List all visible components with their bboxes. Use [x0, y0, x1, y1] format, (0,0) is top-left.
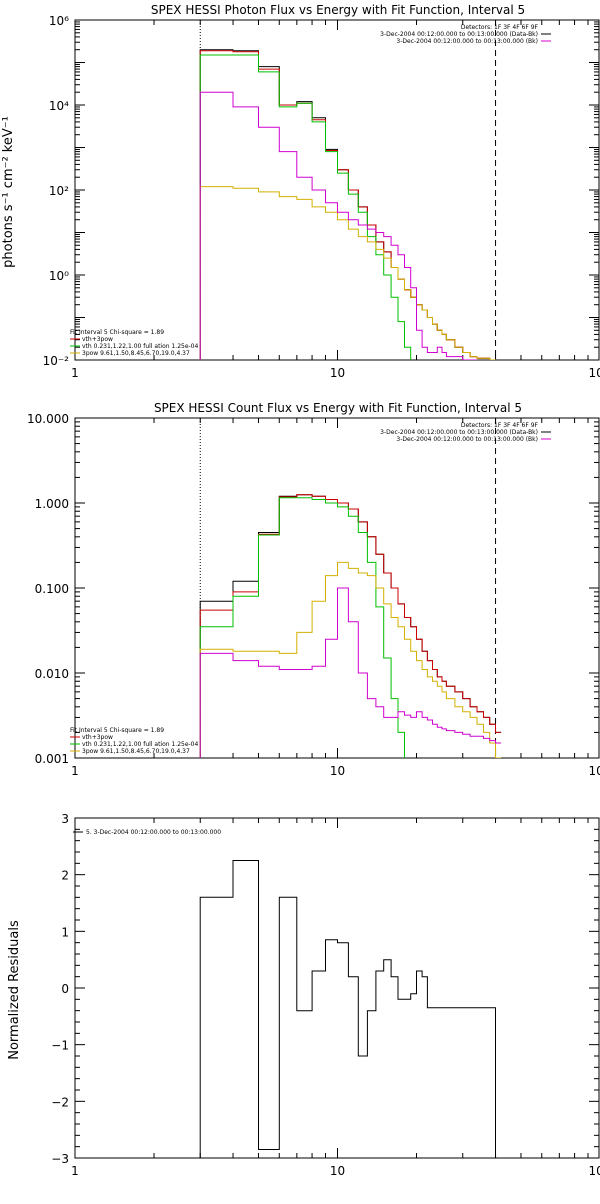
- panel2-series-2: [199, 494, 502, 758]
- panel2-fit-line-2: vth 0.231,1.22,1.00 full ation 1.25e-04: [82, 741, 198, 748]
- panel3-ytick-label: −2: [51, 1095, 69, 1109]
- panel3-series-1: [199, 860, 496, 1158]
- panel2-series-3: [199, 497, 405, 758]
- panel3-legend-text: 5. 3-Dec-2004 00:12:00.000 to 00:13:00.0…: [86, 829, 221, 836]
- panel3-ytick-label: 0: [61, 982, 69, 996]
- panel1-ytick-label: 10²: [49, 184, 69, 198]
- panel1-title: SPEX HESSI Photon Flux vs Energy with Fi…: [151, 3, 525, 17]
- panel2-series-5: [199, 587, 502, 758]
- panel1-info-line-1: 3-Dec-2004 00:12:00.000 to 00:13:00.000 …: [380, 31, 538, 38]
- panel1-series-3: [199, 54, 412, 360]
- panel3-ytick-label: 1: [61, 925, 69, 939]
- panel2-series-1: [199, 494, 502, 758]
- panel3-xtick-label: 1: [71, 1164, 79, 1178]
- panel2-info-line-2: 3-Dec-2004 00:12:00.000 to 00:13:00.000 …: [396, 436, 538, 443]
- panel1-fit-line-2: vth 0.231,1.22,1.00 full ation 1.25e-04: [82, 343, 198, 350]
- panel2-xtick-label: 1: [71, 764, 79, 778]
- panel1-fit-line-1: vth+3pow: [82, 336, 113, 343]
- panel1-xtick-label: 1: [71, 366, 79, 380]
- panel3-xtick-label: 100: [589, 1164, 600, 1178]
- panel2-info-header: Detectors: 1F 3F 4F 6F 9F: [461, 422, 539, 429]
- panel2-info-line-1: 3-Dec-2004 00:12:00.000 to 00:13:00.000 …: [380, 429, 538, 436]
- panel2-fit-header: Fit Interval 5 Chi-square = 1.89: [70, 727, 164, 734]
- panel2-xtick-label: 100: [589, 764, 600, 778]
- panel1-ytick-label: 10⁰: [49, 269, 69, 283]
- panel3-ytick-label: −3: [51, 1152, 69, 1166]
- panel2-ytick-label: 0.001: [35, 752, 69, 766]
- panel2-series-4: [199, 561, 502, 758]
- panel2-xtick-label: 10: [330, 764, 345, 778]
- panel1-xtick-label: 100: [589, 366, 600, 380]
- panel1-ytick-label: 10⁶: [49, 14, 69, 28]
- panel1-ylabel: photons s⁻¹ cm⁻² keV⁻¹: [1, 116, 16, 268]
- panel2-fit-line-3: 3pow 9.61,1.50,8.45,6.70,19.0,4.37: [82, 748, 190, 755]
- panel1-frame: [74, 19, 600, 361]
- panel1-fit-header: Fit Interval 5 Chi-square = 1.89: [70, 329, 164, 336]
- panel1-fit-line-3: 3pow 9.61,1.50,8.45,6.70,19.0,4.37: [82, 350, 190, 357]
- panel1-ytick-label: 10⁻²: [43, 354, 70, 368]
- panel1-info-header: Detectors: 1F 3F 4F 6F 9F: [461, 24, 539, 31]
- panel3-ytick-label: 2: [61, 869, 69, 883]
- panel1-series-4: [199, 186, 496, 360]
- panel1-series-2: [199, 50, 496, 360]
- panel3-xtick-label: 10: [330, 1164, 345, 1178]
- panel2-ytick-label: 1.000: [35, 497, 69, 511]
- panel3-ytick-label: −1: [51, 1039, 69, 1053]
- panel3-ytick-label: 3: [61, 812, 69, 826]
- panel3-ylabel: Normalized Residuals: [7, 920, 22, 1060]
- panel2-ytick-label: 0.100: [35, 582, 69, 596]
- panel1-series-1: [199, 49, 496, 360]
- panel2-fit-line-1: vth+3pow: [82, 734, 113, 741]
- panel1-ytick-label: 10⁴: [49, 99, 69, 113]
- panel3-frame: [74, 817, 600, 1159]
- panel1-series-5: [199, 91, 478, 360]
- panel1-xtick-label: 10: [330, 366, 345, 380]
- panel2-ytick-label: 10.000: [27, 412, 69, 426]
- panel2-title: SPEX HESSI Count Flux vs Energy with Fit…: [154, 401, 522, 415]
- panel1-info-line-2: 3-Dec-2004 00:12:00.000 to 00:13:00.000 …: [396, 38, 538, 45]
- panel2-ytick-label: 0.010: [35, 667, 69, 681]
